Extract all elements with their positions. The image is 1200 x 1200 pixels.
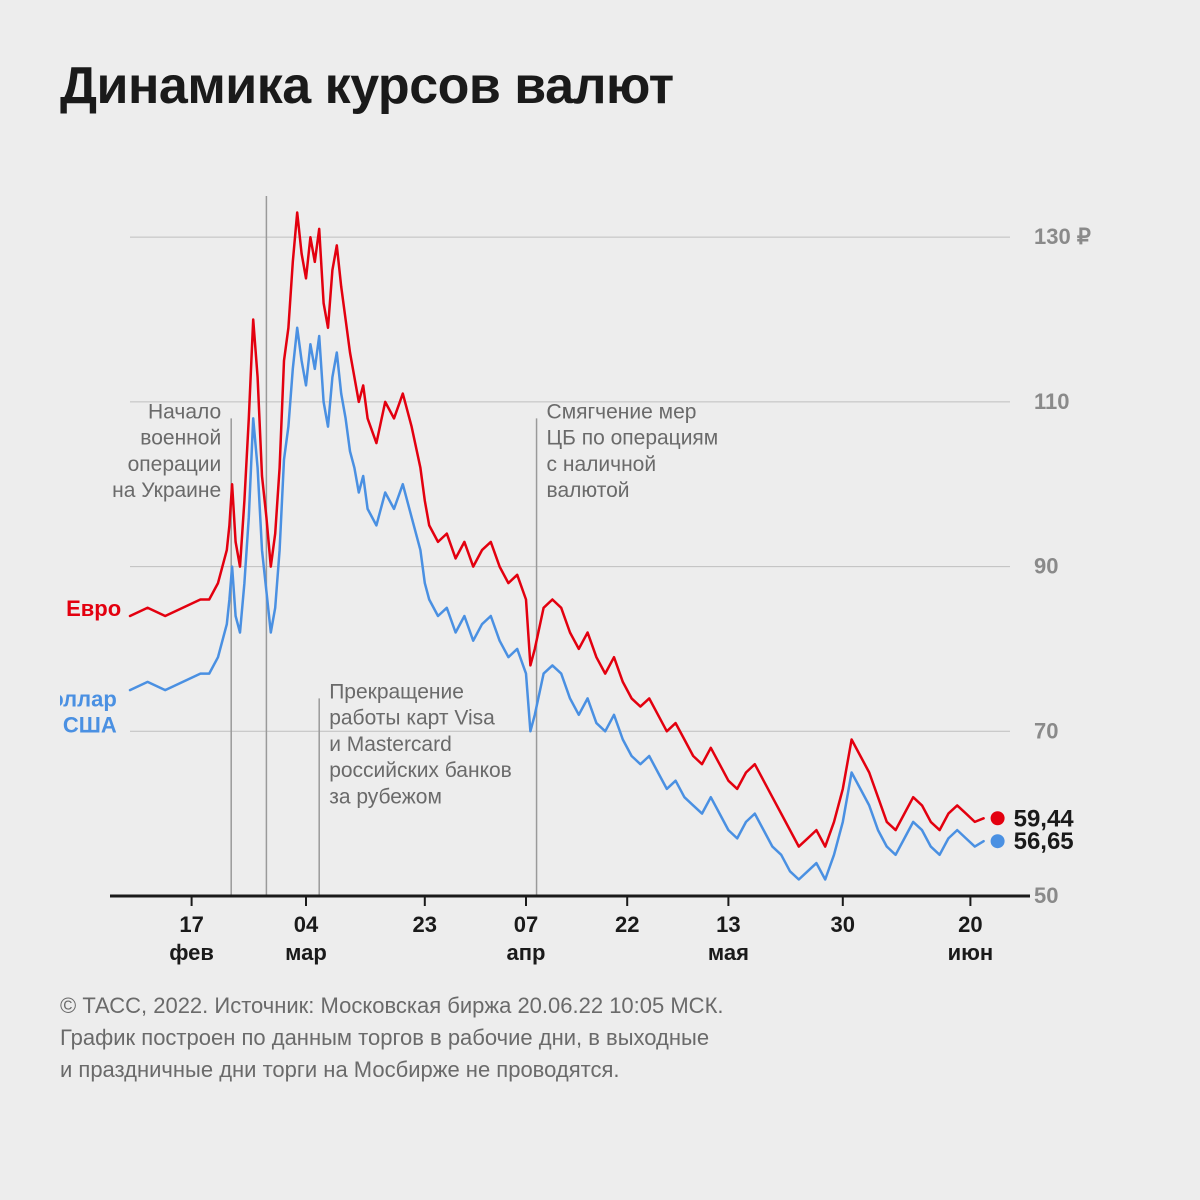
svg-text:70: 70	[1034, 718, 1058, 743]
svg-text:07: 07	[514, 912, 538, 937]
svg-text:20: 20	[958, 912, 982, 937]
svg-text:22: 22	[615, 912, 639, 937]
svg-text:30: 30	[831, 912, 855, 937]
svg-text:фев: фев	[169, 940, 214, 965]
svg-text:Началовоеннойоперациина Украин: Началовоеннойоперациина Украине	[112, 400, 221, 502]
svg-text:июн: июн	[948, 940, 994, 965]
footer-line: © ТАСС, 2022. Источник: Московская биржа…	[60, 990, 1140, 1022]
svg-text:110: 110	[1034, 389, 1070, 414]
svg-text:17: 17	[179, 912, 203, 937]
svg-text:апр: апр	[507, 940, 546, 965]
page-title: Динамика курсов валют	[60, 56, 1140, 116]
svg-text:Евро: Евро	[66, 596, 121, 621]
svg-text:23: 23	[413, 912, 437, 937]
svg-text:56,65: 56,65	[1014, 828, 1074, 855]
svg-text:ДолларСША: ДолларСША	[60, 687, 117, 738]
svg-text:04: 04	[294, 912, 319, 937]
currency-chart: 50 70 90 110 130 ₽ Началовоеннойоперациина Ук…	[60, 136, 1140, 966]
footer-text: © ТАСС, 2022. Источник: Московская биржа…	[60, 990, 1140, 1086]
svg-text:90: 90	[1034, 554, 1058, 579]
svg-text:Смягчение мерЦБ по операциямс: Смягчение мерЦБ по операциямс наличнойва…	[547, 400, 719, 502]
footer-line: График построен по данным торгов в рабоч…	[60, 1022, 1140, 1054]
svg-text:мая: мая	[708, 940, 749, 965]
svg-text:мар: мар	[285, 940, 327, 965]
svg-text:Прекращениеработы карт Visaи M: Прекращениеработы карт Visaи Mastercardр…	[329, 680, 512, 808]
footer-line: и праздничные дни торги на Мосбирже не п…	[60, 1054, 1140, 1086]
svg-text:13: 13	[716, 912, 740, 937]
svg-text:130 ₽: 130 ₽	[1034, 224, 1091, 249]
svg-text:50: 50	[1034, 883, 1058, 908]
